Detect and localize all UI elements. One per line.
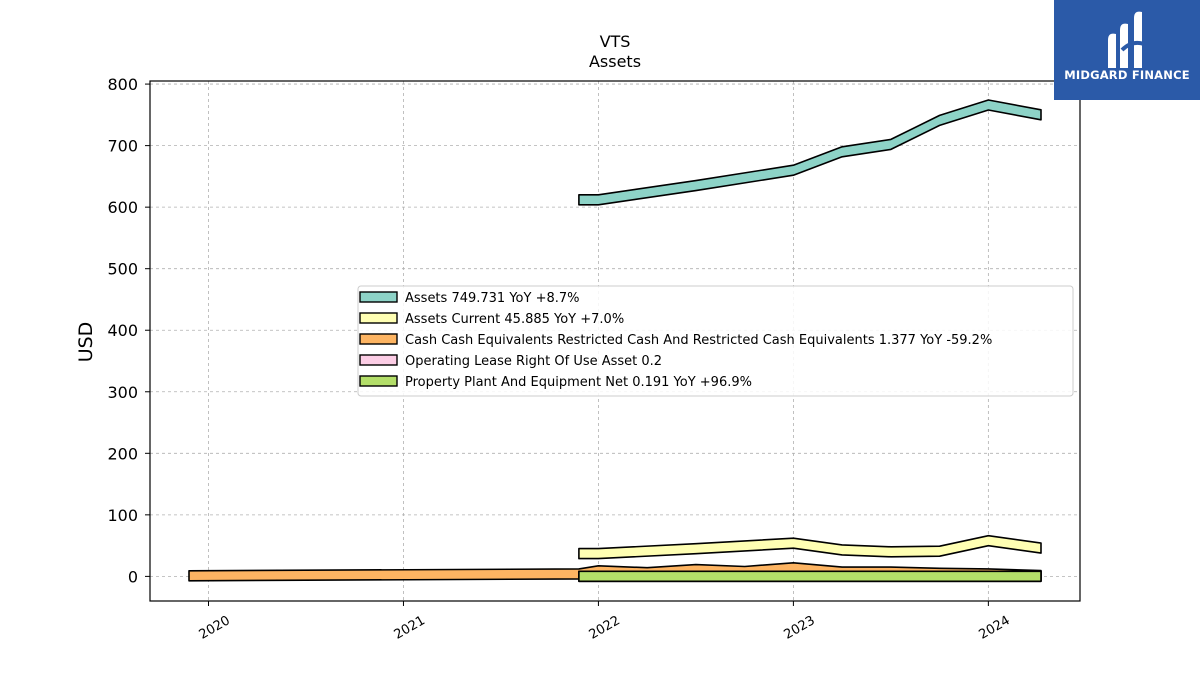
x-tick-label: 2023 bbox=[782, 613, 818, 643]
y-tick-label: 200 bbox=[107, 444, 138, 463]
brand-logo: MIDGARD FINANCE bbox=[1054, 0, 1200, 100]
y-tick-label: 400 bbox=[107, 321, 138, 340]
legend: Assets 749.731 YoY +8.7% Assets Current 4… bbox=[357, 285, 1074, 397]
x-tick-label: 2022 bbox=[587, 613, 623, 643]
plot-frame bbox=[149, 80, 1081, 602]
legend-swatch bbox=[359, 291, 398, 303]
y-tick-label: 700 bbox=[107, 137, 138, 156]
legend-label: Property Plant And Equipment Net 0.191 Y… bbox=[405, 375, 752, 390]
legend-swatch bbox=[359, 354, 398, 366]
y-axis-label: USD bbox=[75, 322, 97, 363]
legend-frame bbox=[357, 285, 1074, 397]
x-axis: 2020 2021 2022 2023 2024 bbox=[197, 601, 1013, 643]
legend-swatch bbox=[359, 333, 398, 345]
legend-label: Assets Current 45.885 YoY +7.0% bbox=[405, 312, 624, 327]
legend-label: Operating Lease Right Of Use Asset 0.2 bbox=[405, 354, 662, 369]
y-tick-label: 0 bbox=[128, 567, 138, 586]
x-tick-label: 2020 bbox=[197, 613, 233, 643]
y-tick-label: 800 bbox=[107, 75, 138, 94]
y-tick-label: 600 bbox=[107, 198, 138, 217]
chart-title: VTS bbox=[600, 32, 631, 51]
series-band bbox=[578, 534, 1042, 560]
logo-mark-icon bbox=[1108, 11, 1145, 69]
chart-subtitle: Assets bbox=[589, 52, 641, 71]
series-band bbox=[578, 99, 1042, 206]
legend-swatch bbox=[359, 375, 398, 387]
legend-label: Cash Cash Equivalents Restricted Cash An… bbox=[405, 333, 992, 348]
series-area-layer bbox=[188, 99, 1042, 583]
series-band bbox=[578, 570, 1042, 583]
y-tick-label: 100 bbox=[107, 506, 138, 525]
legend-swatch bbox=[359, 312, 398, 324]
y-axis: 0 100 200 300 400 500 600 700 800 bbox=[107, 75, 150, 586]
x-tick-label: 2024 bbox=[977, 613, 1013, 643]
y-tick-label: 500 bbox=[107, 260, 138, 279]
y-tick-label: 300 bbox=[107, 383, 138, 402]
logo-text: MIDGARD FINANCE bbox=[1064, 68, 1190, 82]
legend-label: Assets 749.731 YoY +8.7% bbox=[405, 291, 580, 306]
x-tick-label: 2021 bbox=[392, 613, 428, 643]
